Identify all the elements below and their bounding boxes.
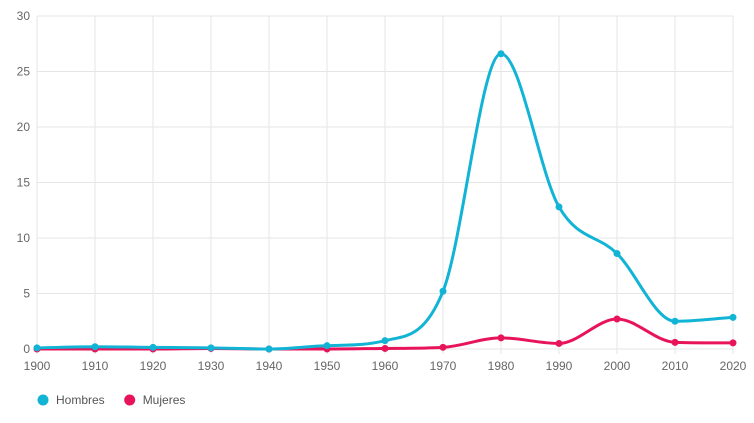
x-tick-label: 1940 — [256, 359, 283, 373]
x-tick-label: 1980 — [488, 359, 515, 373]
data-point-hombres[interactable] — [439, 287, 447, 295]
x-tick-label: 2000 — [604, 359, 631, 373]
legend: Hombres Mujeres — [37, 393, 186, 407]
legend-marker-hombres — [37, 394, 49, 406]
data-point-hombres[interactable] — [729, 313, 737, 321]
y-tick-label: 30 — [17, 9, 31, 23]
x-tick-label: 2010 — [662, 359, 689, 373]
x-tick-label: 1910 — [82, 359, 109, 373]
data-point-hombres[interactable] — [91, 343, 99, 351]
data-point-hombres[interactable] — [207, 344, 215, 352]
y-tick-label: 5 — [23, 287, 30, 301]
data-point-hombres[interactable] — [33, 344, 41, 352]
data-point-mujeres[interactable] — [497, 334, 505, 342]
data-point-mujeres[interactable] — [613, 315, 621, 323]
y-tick-label: 20 — [17, 120, 31, 134]
data-point-hombres[interactable] — [323, 342, 331, 350]
legend-label-hombres[interactable]: Hombres — [56, 393, 105, 407]
x-axis: 1900 1910 1920 1930 1940 1950 1960 1970 1980 1990… — [24, 359, 747, 373]
data-point-hombres[interactable] — [497, 50, 505, 58]
data-point-mujeres[interactable] — [729, 339, 737, 347]
x-tick-label: 1900 — [24, 359, 51, 373]
legend-label-mujeres[interactable]: Mujeres — [143, 393, 186, 407]
data-point-hombres[interactable] — [613, 250, 621, 258]
data-point-hombres[interactable] — [265, 345, 273, 353]
legend-marker-mujeres — [124, 394, 136, 406]
series-line-hombres — [35, 52, 735, 351]
y-tick-label: 25 — [17, 65, 31, 79]
x-tick-label: 1990 — [546, 359, 573, 373]
data-point-mujeres[interactable] — [671, 338, 679, 346]
grid-lines — [36, 15, 734, 354]
y-tick-label: 0 — [23, 342, 30, 356]
x-tick-label: 1920 — [140, 359, 167, 373]
x-tick-label: 1950 — [314, 359, 341, 373]
data-point-mujeres[interactable] — [439, 343, 447, 351]
x-tick-label: 1930 — [198, 359, 225, 373]
series-layer — [33, 50, 737, 353]
y-tick-label: 10 — [17, 231, 31, 245]
data-point-mujeres[interactable] — [555, 339, 563, 347]
data-point-hombres[interactable] — [555, 203, 563, 211]
x-tick-label: 1970 — [430, 359, 457, 373]
data-point-hombres[interactable] — [149, 343, 157, 351]
y-axis: 0 5 10 15 20 25 30 — [17, 9, 31, 356]
data-point-mujeres[interactable] — [381, 344, 389, 352]
x-tick-label: 1960 — [372, 359, 399, 373]
x-tick-label: 2020 — [720, 359, 747, 373]
data-point-hombres[interactable] — [671, 317, 679, 325]
data-point-hombres[interactable] — [381, 337, 389, 345]
y-tick-label: 15 — [17, 176, 31, 190]
